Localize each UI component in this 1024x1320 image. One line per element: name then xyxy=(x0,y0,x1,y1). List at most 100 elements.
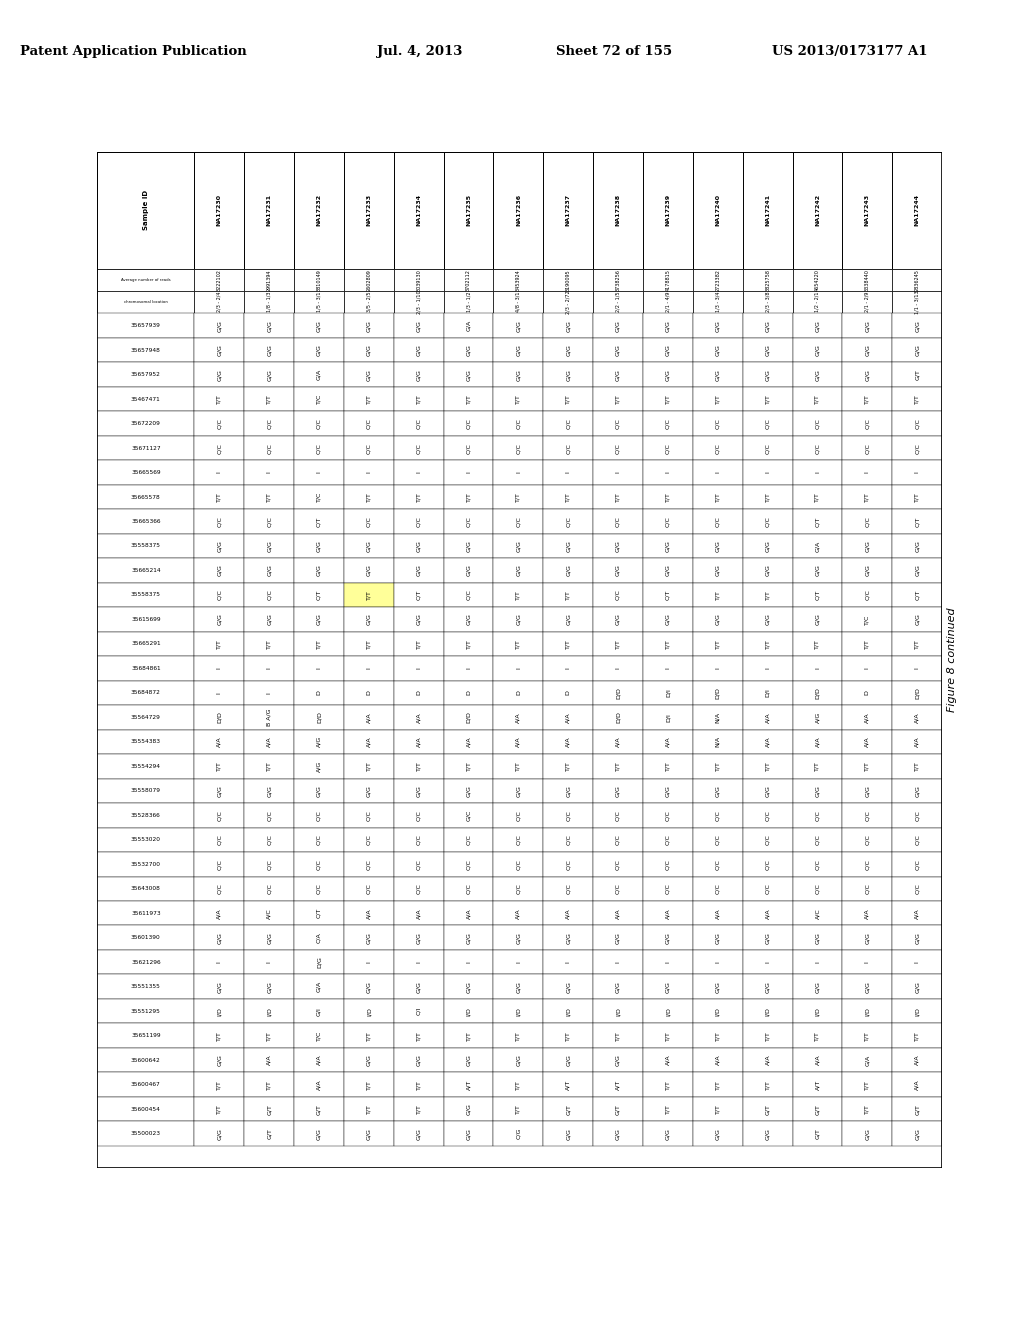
Bar xyxy=(245,851,294,876)
Bar xyxy=(544,290,593,313)
Text: I: I xyxy=(217,961,222,964)
Text: T/T: T/T xyxy=(217,492,222,502)
Text: A/A: A/A xyxy=(466,908,471,919)
Text: T/T: T/T xyxy=(666,395,671,404)
Text: C/C: C/C xyxy=(666,834,671,845)
Text: C/C: C/C xyxy=(416,442,421,454)
Bar xyxy=(742,754,793,779)
Text: G/G: G/G xyxy=(914,565,920,577)
Text: C/C: C/C xyxy=(615,516,621,527)
Bar xyxy=(544,510,593,533)
Bar xyxy=(793,558,843,582)
Text: C/C: C/C xyxy=(914,810,920,821)
Text: G/G: G/G xyxy=(914,319,920,331)
Text: G/G: G/G xyxy=(416,614,421,626)
Text: T/T: T/T xyxy=(565,492,570,502)
Bar xyxy=(544,974,593,999)
Bar xyxy=(544,851,593,876)
Bar xyxy=(693,999,742,1023)
Text: C/C: C/C xyxy=(266,859,271,870)
Bar xyxy=(843,461,892,484)
Bar xyxy=(294,876,344,902)
Bar xyxy=(494,730,544,754)
Text: G/G: G/G xyxy=(367,1055,372,1067)
Text: G/G: G/G xyxy=(217,1055,222,1067)
Bar xyxy=(593,1097,643,1122)
Text: G/G: G/G xyxy=(266,981,271,993)
Bar xyxy=(593,851,643,876)
Bar xyxy=(643,803,693,828)
Bar xyxy=(593,705,643,730)
Text: C/C: C/C xyxy=(217,590,222,601)
Bar xyxy=(892,461,942,484)
Bar xyxy=(245,705,294,730)
Bar xyxy=(294,681,344,705)
Text: G/A: G/A xyxy=(466,319,471,331)
Text: C/C: C/C xyxy=(367,883,372,894)
Bar xyxy=(394,1072,443,1097)
Bar xyxy=(97,974,195,999)
Text: 3/5 - 2/5: 3/5 - 2/5 xyxy=(367,292,372,313)
Bar xyxy=(195,902,245,925)
Bar xyxy=(394,681,443,705)
Text: T/T: T/T xyxy=(865,492,869,502)
Bar xyxy=(643,1048,693,1072)
Text: G/G: G/G xyxy=(266,932,271,944)
Bar xyxy=(892,950,942,974)
Bar xyxy=(294,999,344,1023)
Bar xyxy=(793,902,843,925)
Bar xyxy=(843,828,892,851)
Text: G/G: G/G xyxy=(217,540,222,552)
Text: C/C: C/C xyxy=(666,810,671,821)
Text: NA17234: NA17234 xyxy=(416,194,421,226)
Bar xyxy=(693,461,742,484)
Text: 3810149: 3810149 xyxy=(316,269,322,290)
Bar xyxy=(693,436,742,461)
Bar xyxy=(742,876,793,902)
Bar xyxy=(892,851,942,876)
Bar xyxy=(892,681,942,705)
Bar xyxy=(793,152,843,269)
Text: I: I xyxy=(466,471,471,474)
Text: I: I xyxy=(914,471,920,474)
Text: C/C: C/C xyxy=(914,859,920,870)
Bar xyxy=(593,876,643,902)
Bar xyxy=(394,754,443,779)
Bar xyxy=(892,338,942,363)
Text: NA17235: NA17235 xyxy=(466,194,471,226)
Bar xyxy=(593,484,643,510)
Bar xyxy=(793,803,843,828)
Bar xyxy=(494,705,544,730)
Text: G/G: G/G xyxy=(615,368,621,380)
Bar xyxy=(97,754,195,779)
Bar xyxy=(544,1048,593,1072)
Bar xyxy=(394,387,443,412)
Text: A/A: A/A xyxy=(914,737,920,747)
Bar xyxy=(394,925,443,950)
Text: G/T: G/T xyxy=(765,1104,770,1114)
Text: 35600454: 35600454 xyxy=(131,1106,161,1111)
Text: A/A: A/A xyxy=(666,908,671,919)
Text: I: I xyxy=(865,471,869,474)
Bar xyxy=(643,1122,693,1146)
Text: T/T: T/T xyxy=(266,1031,271,1040)
Bar xyxy=(344,974,394,999)
Bar xyxy=(742,902,793,925)
Bar xyxy=(593,290,643,313)
Text: C/C: C/C xyxy=(865,883,869,894)
Bar xyxy=(643,1097,693,1122)
Bar xyxy=(245,582,294,607)
Text: G/G: G/G xyxy=(466,785,471,797)
Bar xyxy=(643,851,693,876)
Text: I/D: I/D xyxy=(666,1007,671,1015)
Bar xyxy=(443,1048,494,1072)
Bar xyxy=(544,950,593,974)
Text: C/C: C/C xyxy=(666,859,671,870)
Bar xyxy=(494,387,544,412)
Text: Patent Application Publication: Patent Application Publication xyxy=(19,45,247,58)
Bar xyxy=(294,607,344,632)
Bar xyxy=(494,779,544,803)
Bar xyxy=(693,290,742,313)
Bar xyxy=(544,313,593,338)
Text: T/T: T/T xyxy=(516,395,521,404)
